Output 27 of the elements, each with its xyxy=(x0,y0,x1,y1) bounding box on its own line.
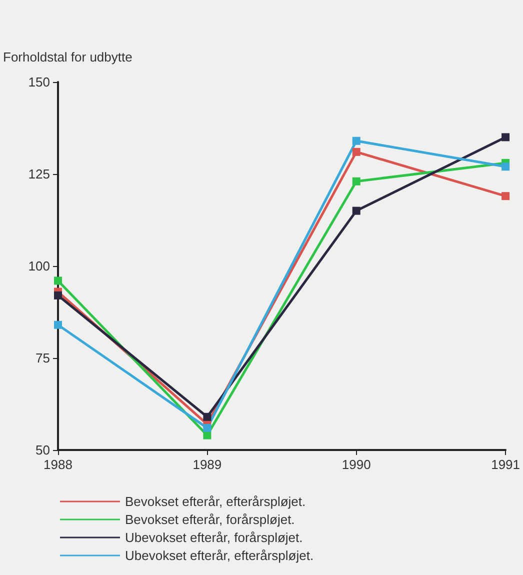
point xyxy=(352,148,360,156)
point xyxy=(54,276,62,285)
point xyxy=(203,431,212,440)
x-tick-label: 1989 xyxy=(192,457,222,472)
point xyxy=(352,206,360,215)
point xyxy=(203,412,212,421)
x-tick-label: 1990 xyxy=(342,457,371,472)
point xyxy=(502,133,510,142)
point xyxy=(352,177,360,186)
legend-label: Bevokset efterår, forårspløjet. xyxy=(125,512,295,527)
y-tick-label: 100 xyxy=(28,258,50,274)
y-axis-title: Forholdstal for udbytte xyxy=(3,50,132,64)
point xyxy=(203,424,212,432)
legend-label: Ubevokset efterår, efterårspløjet. xyxy=(125,548,314,563)
point xyxy=(352,136,360,145)
point xyxy=(502,192,510,200)
point xyxy=(54,320,62,329)
y-tick-label: 125 xyxy=(28,166,50,182)
y-tick-label: 150 xyxy=(28,74,50,90)
x-tick-label: 1991 xyxy=(491,457,520,472)
legend-label: Ubevokset efterår, forårspløjet. xyxy=(125,530,303,545)
legend-label: Bevokset efterår, efterårspløjet. xyxy=(125,494,306,509)
point xyxy=(54,291,62,300)
y-tick-label: 50 xyxy=(36,442,50,458)
x-tick-label: 1988 xyxy=(44,457,72,472)
y-tick-label: 75 xyxy=(36,350,50,366)
point xyxy=(502,162,510,171)
